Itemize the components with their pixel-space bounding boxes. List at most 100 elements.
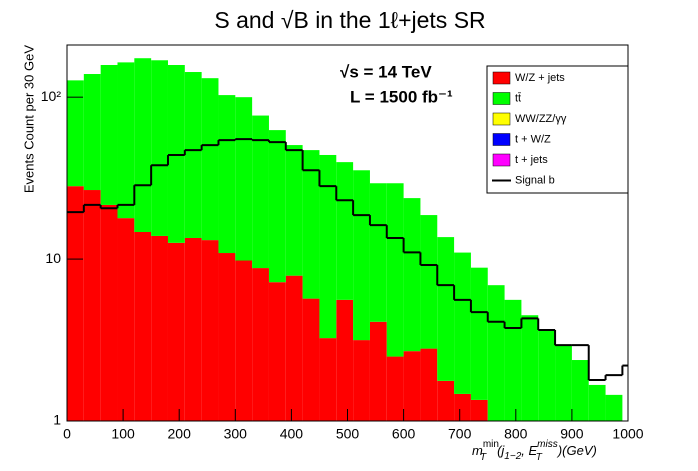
bar	[437, 380, 455, 421]
label-part: , E	[521, 443, 537, 458]
bar	[353, 170, 370, 341]
label-part: min	[483, 439, 499, 450]
bar	[504, 299, 522, 421]
bar	[218, 95, 236, 254]
legend-label: Signal b	[515, 174, 555, 186]
legend-label: WW/ZZ/γγ	[515, 113, 567, 125]
bar	[470, 267, 488, 400]
label-part: (j	[497, 443, 505, 458]
bar	[437, 237, 455, 381]
label-part: miss	[537, 439, 558, 450]
bar	[319, 154, 337, 339]
y-tick-label: 10	[45, 250, 61, 266]
x-tick-label: 900	[560, 426, 584, 442]
bar	[167, 65, 185, 243]
bar	[403, 351, 421, 421]
x-tick-label: 800	[504, 426, 528, 442]
bar	[268, 130, 286, 283]
bar	[201, 78, 219, 241]
bar	[83, 74, 101, 191]
x-tick-label: 300	[224, 426, 248, 442]
bar	[235, 97, 253, 261]
bar	[487, 285, 505, 421]
bar	[184, 72, 202, 238]
y-tick-label: 10²	[41, 88, 62, 104]
bar	[403, 198, 421, 352]
bar	[588, 384, 606, 421]
legend-label: t + jets	[515, 154, 548, 166]
bar	[151, 235, 168, 421]
legend-swatch	[492, 71, 511, 85]
chart-title: S and √B in the 1ℓ+jets SR	[214, 7, 485, 33]
x-axis-label: mmin T (j1−2, Emiss T )(GeV)	[472, 439, 597, 463]
x-tick-label: 0	[63, 426, 71, 442]
bar	[454, 393, 471, 421]
bars	[67, 58, 623, 421]
bar	[117, 218, 135, 421]
bar	[470, 399, 488, 421]
bar	[336, 299, 354, 421]
legend-swatch	[492, 92, 511, 105]
legend-swatch	[492, 153, 511, 167]
bar	[420, 348, 438, 421]
bar	[100, 65, 118, 205]
bar	[386, 356, 404, 421]
x-tick-label: 1000	[612, 426, 643, 442]
legend-label: tt̄	[515, 92, 521, 104]
bar	[134, 58, 152, 232]
label-part: T	[480, 452, 487, 463]
x-tick-label: 500	[336, 426, 360, 442]
bar	[134, 231, 152, 421]
bar	[100, 204, 118, 421]
annotation: √s = 14 TeV	[340, 62, 432, 81]
x-tick-label: 700	[448, 426, 472, 442]
label-part: )(GeV)	[556, 443, 597, 458]
legend-swatch	[492, 133, 511, 146]
bar	[538, 329, 556, 421]
bar	[252, 268, 269, 421]
bar	[184, 237, 202, 421]
bar	[167, 242, 185, 421]
bar	[252, 115, 269, 269]
bar	[571, 360, 589, 421]
bar	[336, 162, 354, 300]
annotation: L = 1500 fb⁻¹	[350, 87, 453, 106]
bar	[353, 340, 370, 421]
bar	[369, 183, 387, 322]
bar	[369, 321, 387, 421]
bar	[302, 150, 320, 299]
bar	[555, 345, 572, 421]
bar	[521, 315, 539, 421]
bar	[285, 145, 303, 276]
bar	[201, 240, 219, 421]
bar	[302, 298, 320, 421]
x-tick-label: 100	[111, 426, 135, 442]
label-part: T	[536, 452, 543, 463]
legend: W/Z + jets tt̄ WW/ZZ/γγ t + W/Z t + jets Sign…	[486, 65, 629, 194]
y-axis-label: Events Count per 30 GeV	[21, 45, 36, 193]
legend-label: t + W/Z	[515, 133, 551, 145]
bar	[83, 190, 101, 421]
bar	[151, 60, 168, 236]
label-part: 1−2	[504, 451, 521, 462]
bar	[67, 186, 84, 421]
label-part: m	[472, 443, 483, 458]
bar	[454, 252, 471, 394]
bar	[386, 183, 404, 357]
x-tick-label: 200	[168, 426, 192, 442]
x-tick-label: 600	[392, 426, 416, 442]
bar	[268, 282, 286, 421]
legend-label: W/Z + jets	[515, 72, 565, 84]
bar	[285, 275, 303, 421]
bar	[420, 215, 438, 349]
legend-box	[486, 65, 629, 194]
bar	[117, 62, 135, 219]
bar	[235, 260, 253, 421]
bar	[218, 253, 236, 421]
y-tick-label: 1	[53, 412, 61, 428]
bar	[319, 338, 337, 421]
legend-swatch	[492, 112, 511, 126]
x-tick-label: 400	[280, 426, 304, 442]
bar	[605, 394, 623, 421]
